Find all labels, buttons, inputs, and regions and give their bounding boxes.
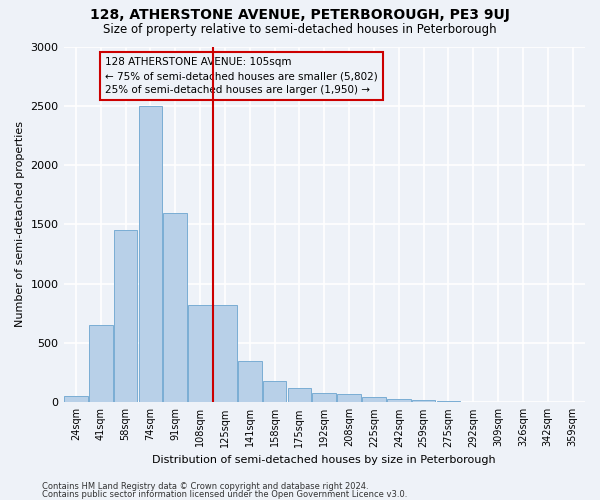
Text: 128 ATHERSTONE AVENUE: 105sqm
← 75% of semi-detached houses are smaller (5,802)
: 128 ATHERSTONE AVENUE: 105sqm ← 75% of s… xyxy=(105,57,378,95)
Text: 128, ATHERSTONE AVENUE, PETERBOROUGH, PE3 9UJ: 128, ATHERSTONE AVENUE, PETERBOROUGH, PE… xyxy=(90,8,510,22)
Bar xyxy=(213,305,237,402)
Bar xyxy=(238,361,262,403)
Bar xyxy=(114,230,137,402)
Bar xyxy=(64,396,88,402)
X-axis label: Distribution of semi-detached houses by size in Peterborough: Distribution of semi-detached houses by … xyxy=(152,455,496,465)
Bar xyxy=(163,212,187,402)
Y-axis label: Number of semi-detached properties: Number of semi-detached properties xyxy=(15,122,25,328)
Bar xyxy=(362,397,386,402)
Text: Contains public sector information licensed under the Open Government Licence v3: Contains public sector information licen… xyxy=(42,490,407,499)
Bar xyxy=(139,106,162,403)
Bar xyxy=(313,393,336,402)
Bar xyxy=(89,325,113,402)
Bar xyxy=(263,381,286,402)
Bar xyxy=(188,305,212,402)
Bar xyxy=(437,401,460,402)
Bar xyxy=(287,388,311,402)
Text: Size of property relative to semi-detached houses in Peterborough: Size of property relative to semi-detach… xyxy=(103,22,497,36)
Bar xyxy=(412,400,436,402)
Bar xyxy=(387,398,410,402)
Text: Contains HM Land Registry data © Crown copyright and database right 2024.: Contains HM Land Registry data © Crown c… xyxy=(42,482,368,491)
Bar xyxy=(337,394,361,402)
